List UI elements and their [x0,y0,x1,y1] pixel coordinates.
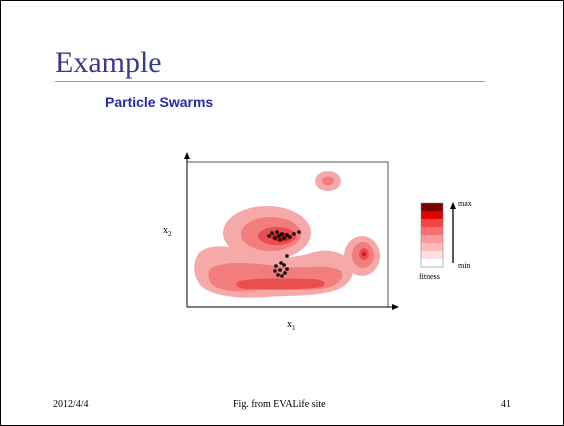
particle [274,264,278,268]
top-peak-mid [322,176,334,186]
legend-max-label: max [458,199,472,208]
particle [275,230,279,234]
fitness-landscape-figure: x2 x1 max min fitness [163,152,472,332]
footer-source: Fig. from EVALife site [233,399,326,410]
particle [292,232,296,236]
legend-arrow-head [450,202,456,209]
x-axis-label: x1 [287,319,296,332]
particle [280,274,284,278]
y-axis-label-subscript: 2 [168,230,172,238]
particle [282,236,286,240]
legend-swatch [421,235,443,243]
slide-subtitle: Particle Swarms [105,94,214,110]
particle [282,263,286,267]
particle [283,271,287,275]
footer-date: 2012/4/4 [53,399,89,410]
particle [297,230,301,234]
page-number: 41 [501,399,511,410]
particle [280,232,284,236]
legend-swatch [421,203,443,211]
legend-color-scale [420,202,444,268]
legend-swatch [421,251,443,259]
legend-swatch [421,227,443,235]
x-axis-arrowhead [392,304,399,310]
particle [278,268,282,272]
title-divider [55,81,485,82]
particle-swarm [267,230,301,278]
legend-min-label: min [458,261,470,270]
legend-swatch [421,219,443,227]
legend-swatch [421,243,443,251]
axes [184,152,399,310]
particle [277,234,281,238]
particle [276,273,280,277]
y-axis-label: x2 [163,225,172,238]
legend-title: fitness [419,272,440,281]
fitness-legend: max min fitness [419,199,472,281]
particle [273,269,277,273]
right-peak-core [362,251,366,257]
legend-swatch [421,259,443,267]
slide-title: Example [55,46,162,79]
y-axis-arrowhead [184,152,190,159]
particle [279,261,283,265]
legend-swatch [421,211,443,219]
particle [288,235,292,239]
particle [273,236,277,240]
particle [267,234,271,238]
particle [285,233,289,237]
legend-swatch-border [420,202,444,268]
lower-ridge-inner [236,278,325,290]
particle [270,231,274,235]
x-axis-label-subscript: 1 [292,324,296,332]
particle [278,238,282,242]
particle [285,254,289,258]
particle [285,267,289,271]
